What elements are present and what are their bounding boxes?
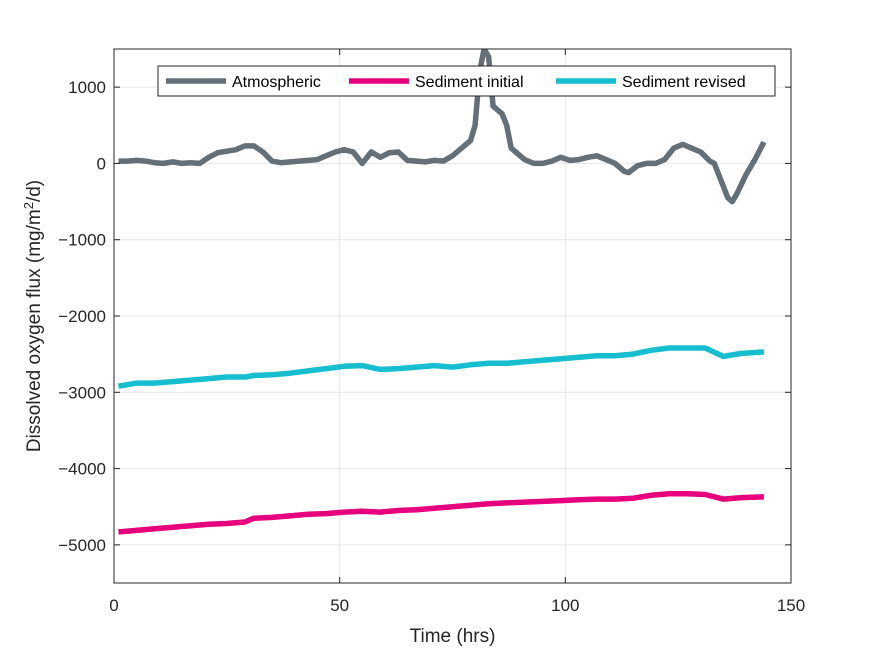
x-tick-label: 50 [330, 596, 349, 615]
grid [114, 49, 791, 583]
x-axis-label: Time (hrs) [410, 626, 496, 647]
x-tick-label: 0 [109, 596, 118, 615]
y-tick-label: −4000 [58, 460, 106, 479]
legend: Atmospheric Sediment initial Sediment revi… [157, 65, 776, 97]
y-axis-label: Dissolved oxygen flux (mg/m2/d) [21, 180, 46, 452]
y-tick-label: 0 [97, 154, 106, 173]
y-tick-label: 1000 [68, 78, 106, 97]
series-lines [118, 49, 767, 535]
series-line-0 [118, 49, 767, 205]
series-line-2 [118, 345, 765, 389]
x-tick-label: 100 [551, 596, 579, 615]
y-tick-label: −3000 [58, 383, 106, 402]
y-tick-label: −5000 [58, 536, 106, 555]
legend-label-2: Sediment revised [622, 74, 746, 91]
legend-label-1: Sediment initial [415, 74, 524, 91]
series-line-1 [118, 490, 764, 535]
y-axis-ticks: −5000 −4000 −3000 −2000 −1000 0 1000 [58, 78, 791, 555]
legend-box [157, 65, 776, 97]
x-axis-ticks: 0 50 100 150 [109, 49, 805, 615]
y-tick-label: −2000 [58, 307, 106, 326]
y-tick-label: −1000 [58, 231, 106, 250]
legend-label-0: Atmospheric [232, 74, 321, 91]
x-tick-label: 150 [777, 596, 805, 615]
